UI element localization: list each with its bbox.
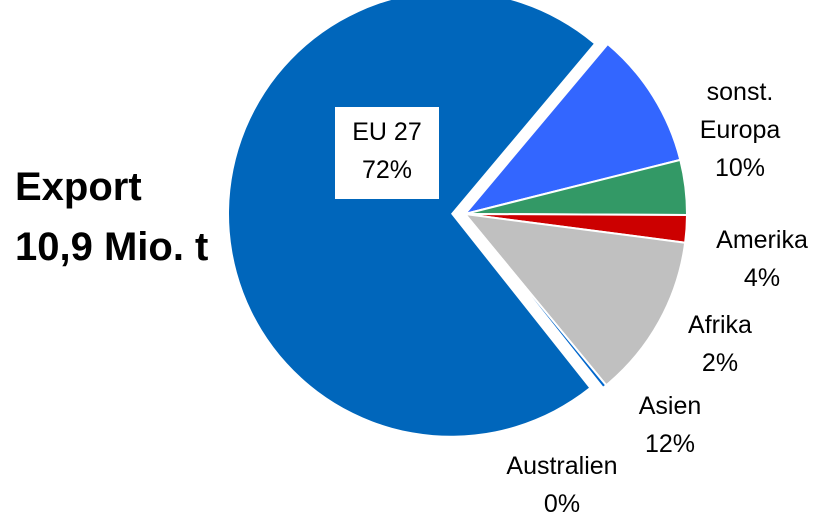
eu-27-label-box bbox=[335, 107, 439, 199]
slice-label-line: Europa bbox=[700, 116, 781, 144]
chart-title-line-1: Export bbox=[15, 165, 142, 209]
slice-label-line: 12% bbox=[645, 430, 695, 458]
slice-label-amerika: Amerika 4% bbox=[716, 226, 808, 292]
slice-label-line: 72% bbox=[362, 156, 412, 184]
pie-slices bbox=[229, 0, 689, 436]
chart-title-line-2: 10,9 Mio. t bbox=[15, 225, 208, 269]
slice-label-line: sonst. bbox=[707, 78, 774, 106]
pie-slice-eu-27 bbox=[229, 0, 594, 436]
pie-slice-australien bbox=[464, 213, 608, 390]
slice-label-eu-27: EU 27 72% bbox=[352, 118, 421, 184]
slice-label-line: 10% bbox=[715, 154, 765, 182]
slice-label-line: 2% bbox=[702, 349, 738, 377]
slice-label-line: 4% bbox=[744, 264, 780, 292]
slice-label-line: Amerika bbox=[716, 226, 808, 254]
slice-label-line: Australien bbox=[506, 452, 617, 480]
slice-labels: sonst. Europa 10% Amerika 4% Afrika 2%Asien 12%… bbox=[335, 78, 808, 518]
slice-label-line: Asien bbox=[639, 392, 702, 420]
slice-label-line: 0% bbox=[544, 490, 580, 518]
slice-label-sonst-europa: sonst. Europa 10% bbox=[700, 78, 781, 182]
slice-label-line: Afrika bbox=[688, 311, 752, 339]
pie-slice-sonst-europa bbox=[462, 42, 682, 216]
slice-label-afrika: Afrika 2% bbox=[688, 311, 752, 377]
pie-slice-asien bbox=[462, 212, 687, 387]
slice-label-asien: Asien 12% bbox=[639, 392, 702, 458]
slice-label-line: EU 27 bbox=[352, 118, 421, 146]
slice-label-australien: Australien 0% bbox=[506, 452, 617, 518]
